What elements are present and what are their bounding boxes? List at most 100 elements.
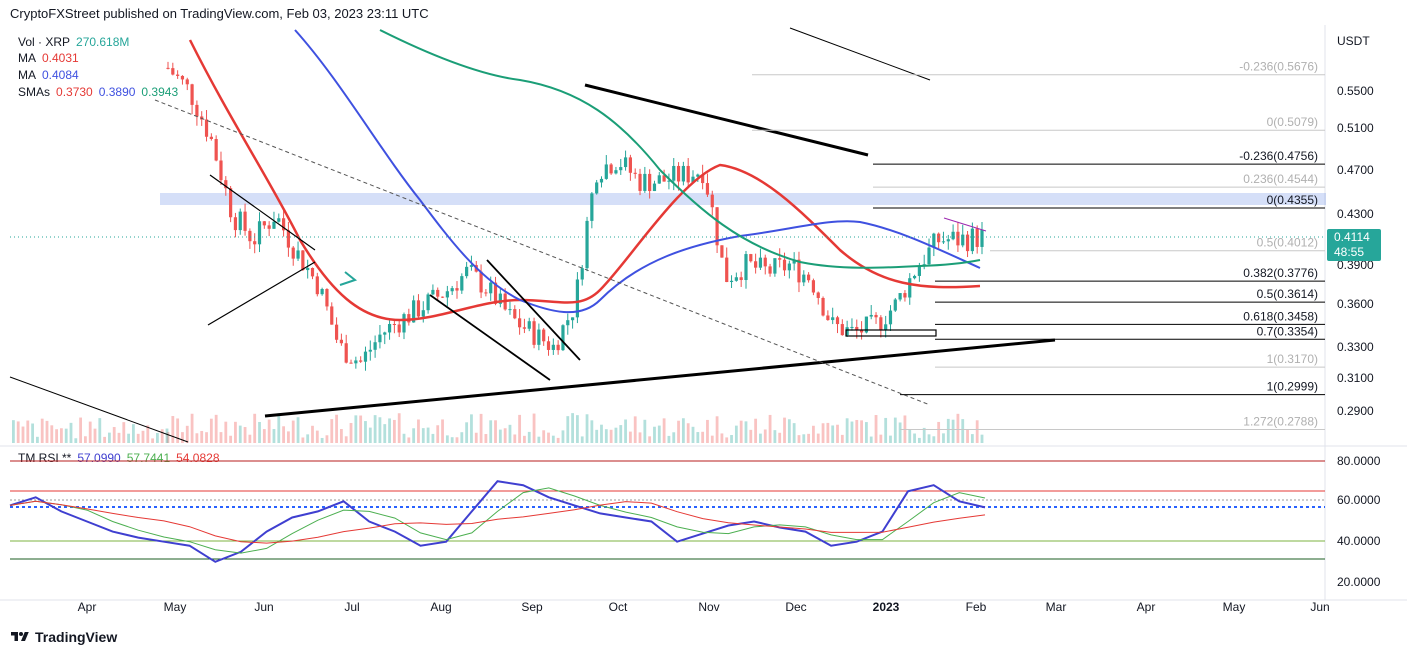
candle-body xyxy=(595,182,599,194)
price-tick-label: 0.2900 xyxy=(1337,404,1374,418)
footer-brand-text: TradingView xyxy=(35,629,118,645)
volume-bar xyxy=(874,415,878,443)
volume-bar xyxy=(508,424,512,443)
candle-body xyxy=(508,309,512,311)
volume-bar xyxy=(122,422,126,443)
legend-ma1-label: MA xyxy=(18,51,36,65)
ma-red-line xyxy=(188,39,981,322)
candle-body xyxy=(912,275,917,279)
volume-bar xyxy=(855,419,859,443)
volume-bar xyxy=(869,436,873,443)
volume-bar xyxy=(465,422,469,443)
volume-bar xyxy=(258,421,261,443)
volume-bar xyxy=(812,425,815,443)
candle-body xyxy=(272,221,276,229)
candle-body xyxy=(787,263,791,271)
fib-level-label: 1(0.3170) xyxy=(1267,352,1318,366)
volume-bar xyxy=(267,419,271,443)
candle-body xyxy=(339,339,343,344)
fib-level-label: -0.236(0.5676) xyxy=(1239,60,1318,74)
volume-bar xyxy=(214,414,218,443)
candle-body xyxy=(315,276,319,295)
volume-bar xyxy=(426,427,430,443)
volume-bar xyxy=(176,418,180,443)
candle-body xyxy=(609,164,613,174)
candle-body xyxy=(710,194,714,208)
rsi-axis-ticks: 80.0000 60.0000 40.0000 20.0000 xyxy=(1337,454,1381,589)
lower-left-trendline xyxy=(9,376,189,443)
volume-bar xyxy=(571,413,574,443)
candle-body xyxy=(855,326,859,330)
volume-bar xyxy=(749,429,753,443)
volume-bar xyxy=(802,434,806,443)
candle-body xyxy=(267,225,271,229)
volume-bar xyxy=(127,433,130,443)
volume-bar xyxy=(156,433,159,443)
candle-body xyxy=(489,282,493,294)
triangle-pattern xyxy=(207,174,316,326)
volume-bar xyxy=(436,425,440,443)
volume-bar xyxy=(739,420,743,443)
candle-body xyxy=(176,74,180,76)
volume-bar xyxy=(966,429,969,443)
volume-bar xyxy=(417,419,420,443)
price-tick-label: 0.4700 xyxy=(1337,163,1374,177)
volume-bar xyxy=(69,422,73,443)
volume-bar xyxy=(556,437,560,443)
rsi-signal-line xyxy=(9,487,986,554)
candle-body xyxy=(185,79,189,85)
volume-bar xyxy=(136,433,140,443)
time-tick-label: Jul xyxy=(344,600,359,614)
resistance-zone-band xyxy=(160,193,1326,205)
candle-body xyxy=(445,291,449,298)
volume-bar xyxy=(937,421,941,443)
candle-body xyxy=(826,315,830,321)
volume-bar xyxy=(64,428,68,443)
volume-bar xyxy=(638,432,642,443)
volume-bar xyxy=(79,417,82,443)
volume-bar xyxy=(253,413,257,443)
candle-body xyxy=(802,274,806,283)
volume-bar xyxy=(117,432,121,443)
candle-body xyxy=(166,67,170,69)
volume-bar xyxy=(503,428,507,443)
candle-body xyxy=(614,170,618,174)
volume-bar xyxy=(932,436,936,443)
candle-body xyxy=(768,266,772,274)
footer-brand[interactable]: TradingView xyxy=(10,629,117,645)
volume-bar xyxy=(219,432,223,443)
candle-body xyxy=(262,221,266,226)
candle-body xyxy=(917,265,921,276)
candle-body xyxy=(778,258,782,260)
volume-bar xyxy=(262,429,266,443)
volume-bar xyxy=(445,435,449,443)
volume-bar xyxy=(383,424,387,443)
volume-bar xyxy=(845,418,849,443)
volume-bar xyxy=(296,417,300,443)
rsi-tick-label: 40.0000 xyxy=(1337,534,1381,548)
candle-body xyxy=(970,228,974,252)
volume-bar xyxy=(277,413,281,443)
volume-bar xyxy=(330,419,334,443)
candle-body xyxy=(537,329,541,345)
volume-bar xyxy=(181,432,184,443)
time-tick-label: Aug xyxy=(430,600,451,614)
candle-body xyxy=(209,136,213,140)
projection-line xyxy=(943,217,987,232)
legend-vol: Vol · XRP 270.618M xyxy=(18,34,135,50)
volume-bar xyxy=(339,429,343,443)
candle-body xyxy=(792,259,796,264)
volume-bar xyxy=(547,432,550,443)
volume-bar xyxy=(734,425,738,443)
rsi-series xyxy=(9,480,986,563)
candle-body xyxy=(874,314,878,318)
candle-body xyxy=(219,160,223,181)
time-tick-label: Jun xyxy=(254,600,273,614)
candle-body xyxy=(296,250,300,259)
volume-bar xyxy=(922,427,926,443)
volume-bar xyxy=(474,432,478,443)
volume-bar xyxy=(773,430,777,443)
candle-body xyxy=(546,341,551,350)
volume-bar xyxy=(927,434,931,443)
